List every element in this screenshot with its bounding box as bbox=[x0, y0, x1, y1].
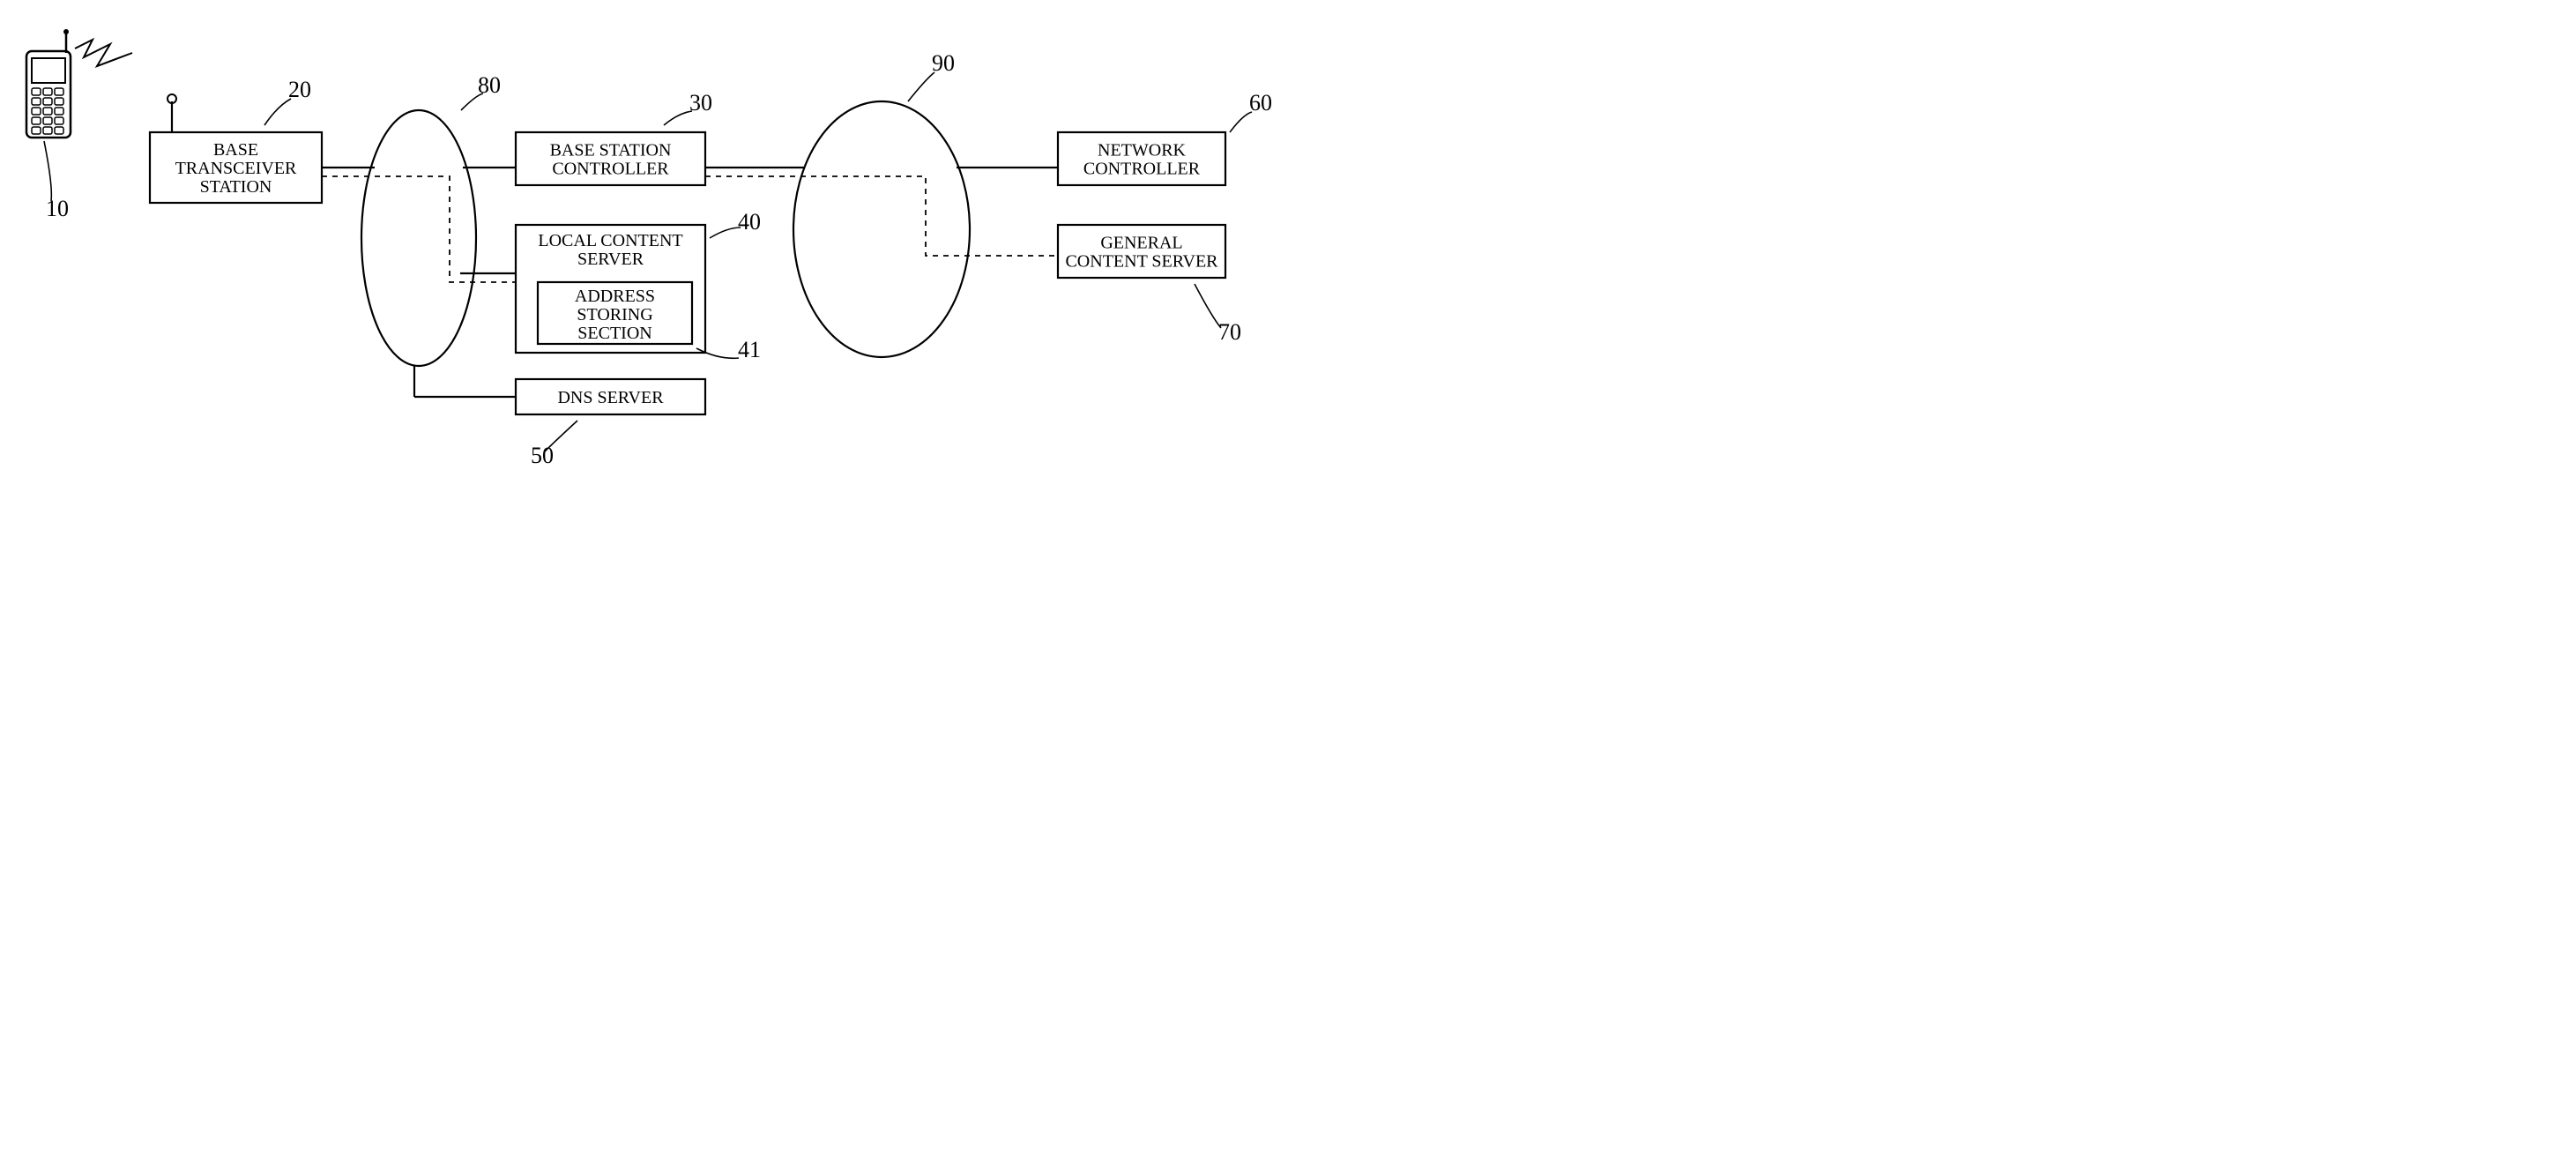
svg-text:50: 50 bbox=[531, 443, 554, 468]
svg-text:30: 30 bbox=[689, 90, 712, 116]
svg-text:GENERALCONTENT SERVER: GENERALCONTENT SERVER bbox=[1065, 234, 1218, 272]
svg-text:BASETRANSCEIVERSTATION: BASETRANSCEIVERSTATION bbox=[175, 140, 297, 197]
svg-text:20: 20 bbox=[288, 77, 311, 102]
svg-text:NETWORKCONTROLLER: NETWORKCONTROLLER bbox=[1083, 141, 1201, 179]
svg-text:41: 41 bbox=[738, 337, 761, 362]
svg-text:ADDRESSSTORINGSECTION: ADDRESSSTORINGSECTION bbox=[575, 287, 655, 343]
svg-text:90: 90 bbox=[932, 50, 955, 76]
svg-text:LOCAL CONTENTSERVER: LOCAL CONTENTSERVER bbox=[538, 231, 682, 269]
svg-text:BASE STATIONCONTROLLER: BASE STATIONCONTROLLER bbox=[550, 141, 672, 179]
svg-text:DNS SERVER: DNS SERVER bbox=[557, 388, 664, 407]
svg-text:60: 60 bbox=[1249, 90, 1272, 116]
svg-text:40: 40 bbox=[738, 209, 761, 235]
svg-text:10: 10 bbox=[46, 196, 69, 221]
svg-text:70: 70 bbox=[1218, 319, 1241, 345]
